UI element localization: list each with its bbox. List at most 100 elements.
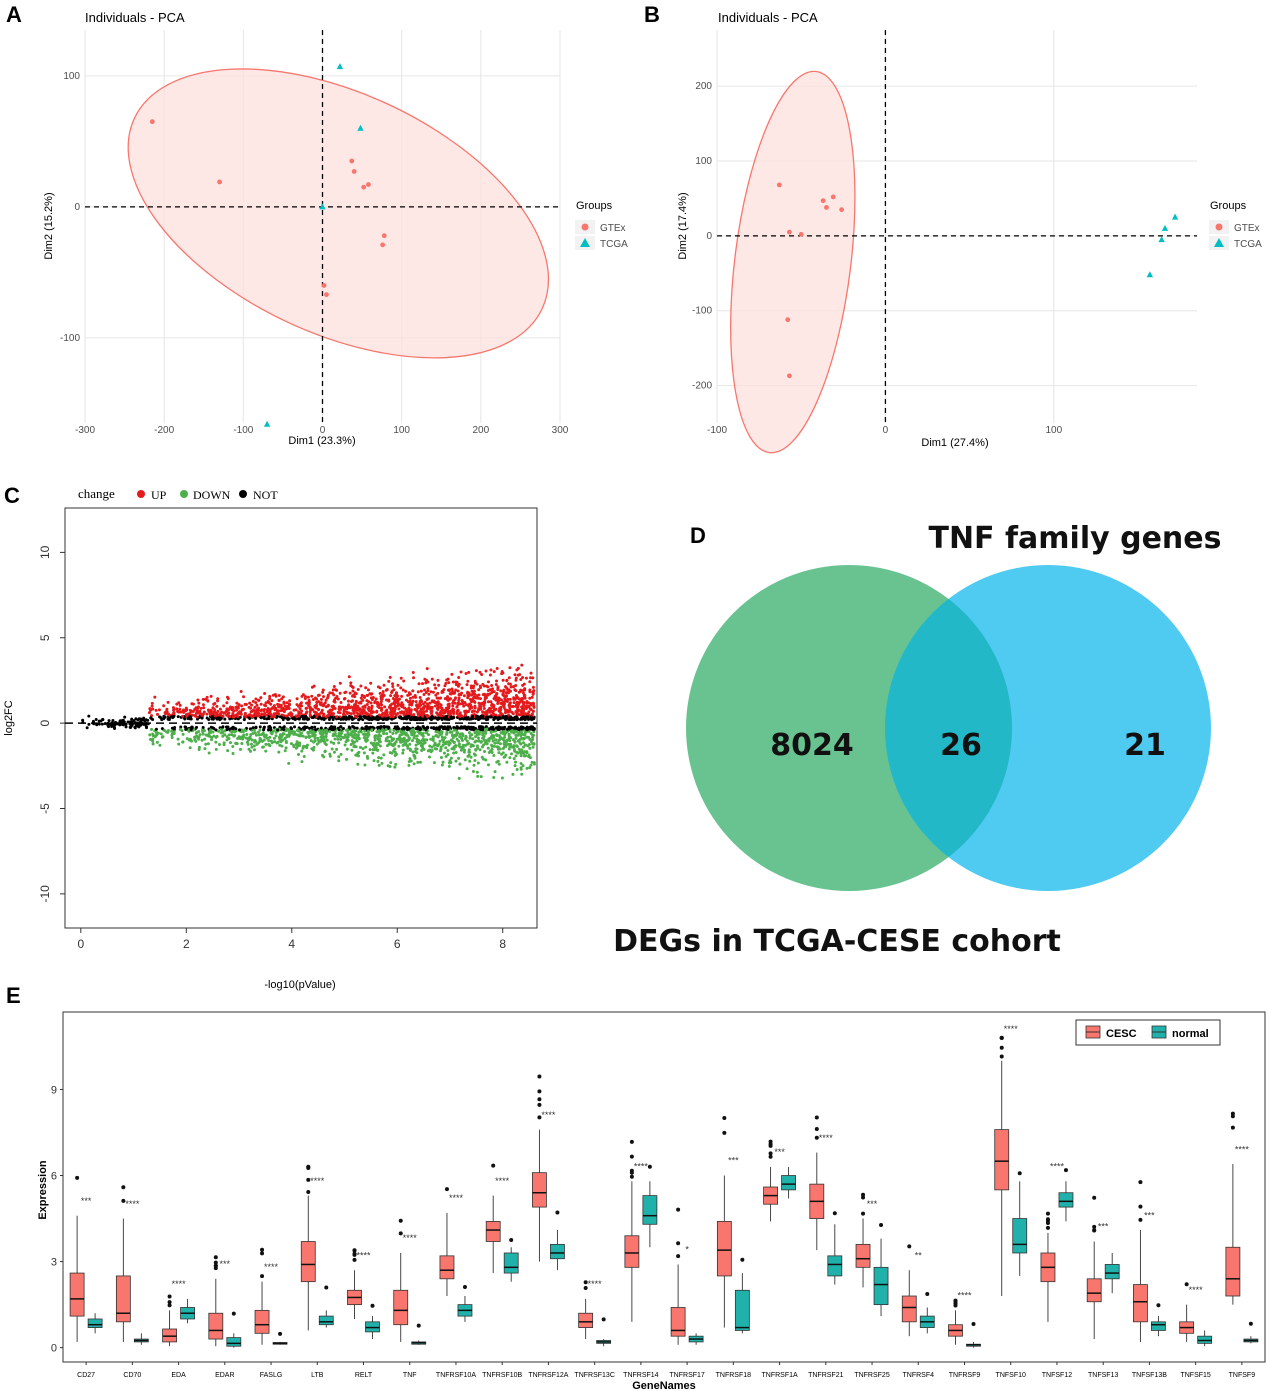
volcano-down-point bbox=[443, 736, 447, 740]
volcano-down-point bbox=[284, 746, 288, 750]
volcano-up-point bbox=[294, 708, 298, 712]
volcano-up-point bbox=[488, 692, 492, 696]
boxplot-cesc-box bbox=[624, 1235, 640, 1268]
volcano-up-point bbox=[259, 696, 263, 700]
volcano-up-point bbox=[272, 715, 276, 719]
volcano-not-point bbox=[530, 725, 534, 729]
volcano-down-point bbox=[399, 730, 403, 734]
volcano-up-point bbox=[532, 704, 536, 708]
volcano-down-point bbox=[158, 743, 162, 747]
volcano-down-point bbox=[504, 753, 508, 757]
volcano-down-point bbox=[505, 760, 509, 764]
volcano-not-point bbox=[501, 715, 505, 719]
volcano-down-point bbox=[494, 729, 498, 733]
volcano-not-point bbox=[341, 717, 345, 721]
volcano-not-point bbox=[525, 727, 529, 731]
volcano-down-point bbox=[521, 741, 525, 745]
volcano-up-point bbox=[165, 707, 169, 711]
volcano-down-point bbox=[378, 744, 382, 748]
boxplot-outlier bbox=[370, 1303, 375, 1308]
volcano-up-point bbox=[367, 700, 371, 704]
boxplot-outlier bbox=[879, 1223, 884, 1228]
volcano-down-point bbox=[290, 731, 294, 735]
boxplot-normal-box bbox=[87, 1318, 103, 1328]
volcano-down-point bbox=[392, 728, 396, 732]
volcano-not-point bbox=[248, 727, 252, 731]
volcano-down-point bbox=[226, 749, 230, 753]
volcano-down-point bbox=[313, 738, 317, 742]
volcano-up-point bbox=[331, 688, 335, 692]
volcano-down-point bbox=[497, 751, 501, 755]
volcano-up-point bbox=[249, 714, 253, 718]
volcano-down-point bbox=[421, 732, 425, 736]
volcano-down-point bbox=[354, 753, 358, 757]
volcano-down-point bbox=[220, 728, 224, 732]
boxplot-outlier bbox=[907, 1244, 912, 1249]
volcano-up-point bbox=[460, 686, 464, 690]
volcano-up-point bbox=[395, 691, 399, 695]
volcano-up-point bbox=[513, 697, 517, 701]
volcano-down-point bbox=[428, 748, 432, 752]
volcano-up-point bbox=[456, 701, 460, 705]
volcano-up-point bbox=[279, 703, 283, 707]
volcano-down-point bbox=[248, 737, 252, 741]
pca-a-gtex-point bbox=[217, 179, 222, 185]
volcano-down-point bbox=[452, 751, 456, 755]
volcano-not-point bbox=[281, 717, 285, 721]
volcano-down-point bbox=[454, 759, 458, 763]
volcano-not-point bbox=[481, 714, 485, 718]
boxplot-normal-box bbox=[1104, 1264, 1120, 1280]
volcano-down-point bbox=[201, 730, 205, 734]
volcano-down-point bbox=[500, 776, 504, 780]
volcano-up-point bbox=[247, 713, 251, 717]
volcano-up-point bbox=[443, 684, 447, 688]
volcano-down-point bbox=[452, 728, 456, 732]
volcano-down-point bbox=[431, 738, 435, 742]
volcano-up-point bbox=[198, 709, 202, 713]
volcano-up-point bbox=[148, 707, 152, 711]
volcano-up-point bbox=[462, 694, 466, 698]
volcano-up-point bbox=[456, 708, 460, 712]
volcano-down-point bbox=[523, 731, 527, 735]
volcano-not-point bbox=[460, 726, 464, 730]
volcano-not-point bbox=[85, 726, 89, 730]
volcano-up-point bbox=[421, 682, 425, 686]
boxplot-outlier bbox=[1184, 1282, 1189, 1287]
volcano-up-point bbox=[425, 707, 429, 711]
volcano-up-point bbox=[219, 713, 223, 717]
volcano-down-point bbox=[410, 739, 414, 743]
boxplot-gene-label: TNFRSF10A bbox=[436, 1372, 476, 1379]
volcano-not-point bbox=[441, 727, 445, 731]
volcano-not-point bbox=[375, 717, 379, 721]
volcano-not-point bbox=[276, 728, 280, 732]
volcano-up-point bbox=[415, 703, 419, 707]
volcano-up-point bbox=[295, 703, 299, 707]
volcano-up-point bbox=[253, 713, 257, 717]
volcano-down-point bbox=[206, 742, 210, 746]
volcano-up-point bbox=[480, 673, 484, 677]
volcano-up-point bbox=[473, 704, 477, 708]
volcano-down-point bbox=[527, 754, 531, 758]
volcano-down-point bbox=[250, 745, 254, 749]
volcano-up-point bbox=[362, 694, 366, 698]
boxplot-cesc-box bbox=[1225, 1246, 1241, 1297]
volcano-not-point bbox=[327, 718, 331, 722]
volcano-up-point bbox=[505, 678, 509, 682]
volcano-legend: change UP DOWN NOT bbox=[78, 486, 278, 502]
volcano-down-point bbox=[522, 745, 526, 749]
volcano-up-point bbox=[516, 704, 520, 708]
volcano-down-point bbox=[529, 763, 533, 767]
volcano-up-point bbox=[254, 697, 258, 701]
volcano-down-point bbox=[351, 729, 355, 733]
volcano-up-point bbox=[335, 688, 339, 692]
volcano-up-point bbox=[430, 699, 434, 703]
volcano-up-point bbox=[467, 694, 471, 698]
volcano-up-point bbox=[407, 691, 411, 695]
volcano-up-point bbox=[465, 683, 469, 687]
volcano-down-point bbox=[364, 732, 368, 736]
boxplot-outlier bbox=[306, 1190, 311, 1195]
volcano-down-point bbox=[249, 733, 253, 737]
volcano-up-point bbox=[483, 700, 487, 704]
volcano-up-point bbox=[444, 697, 448, 701]
volcano-up-point bbox=[505, 698, 509, 702]
